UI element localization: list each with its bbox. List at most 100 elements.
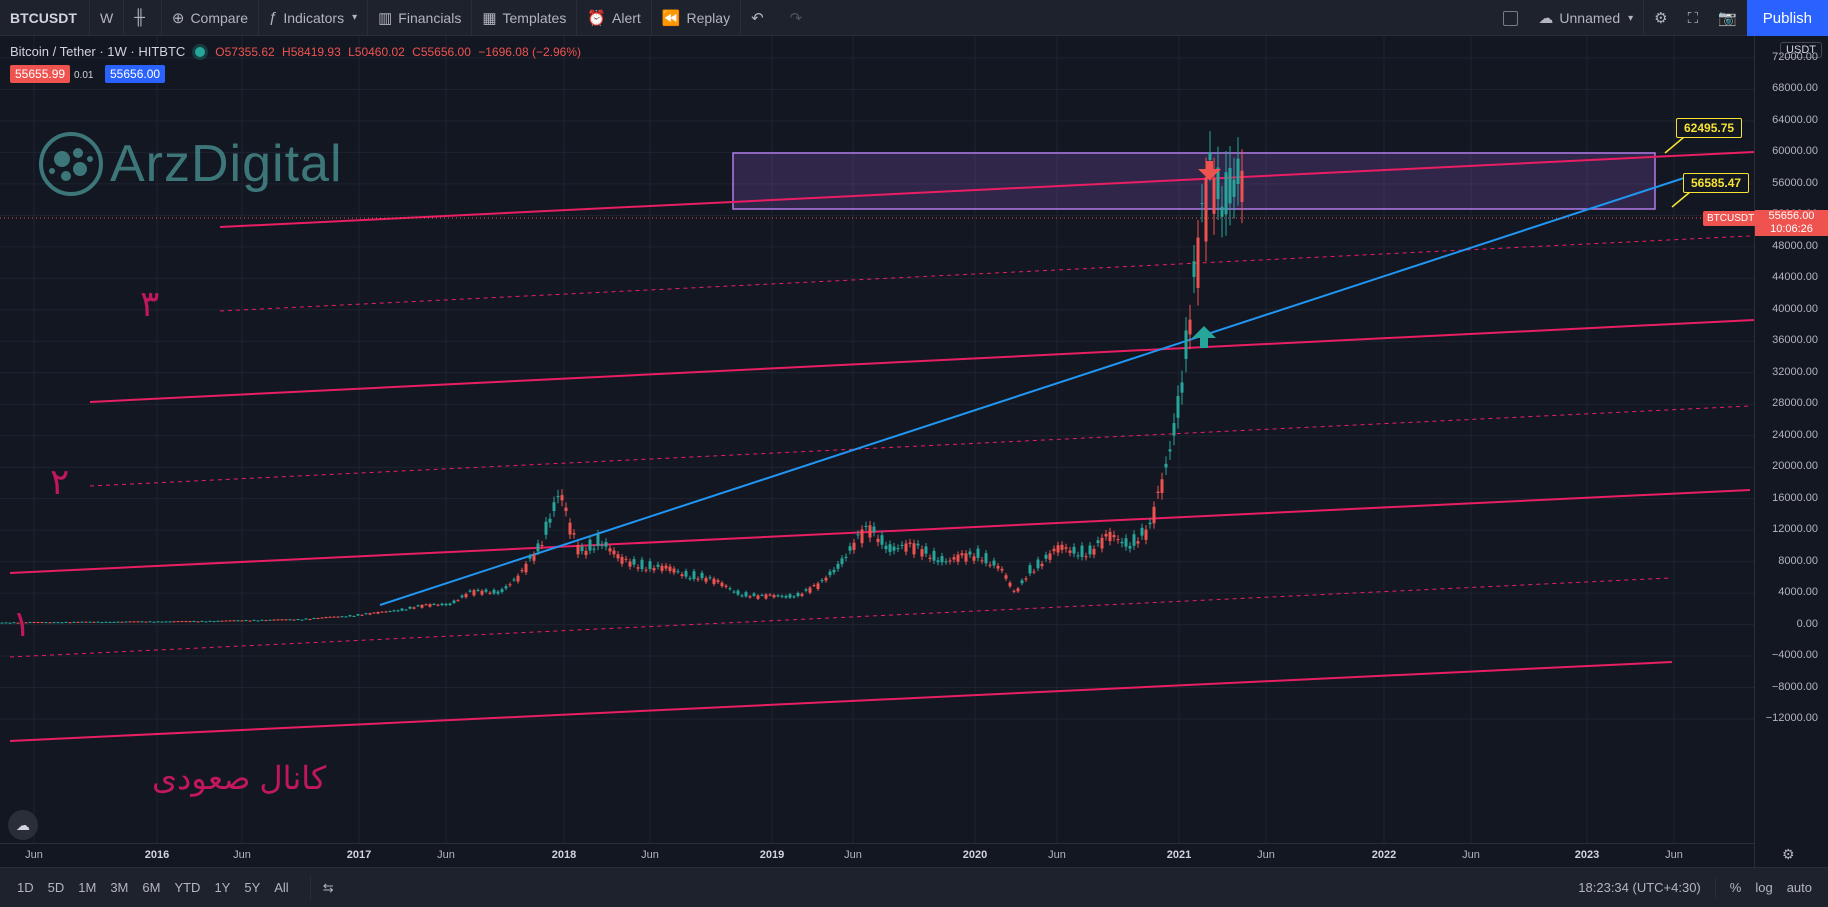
candle-body	[732, 591, 736, 593]
layout-checkbox[interactable]	[1493, 0, 1528, 36]
timeframe-button-6m[interactable]: 6M	[142, 880, 161, 895]
compare-button[interactable]: ⊕ Compare	[162, 0, 260, 36]
candle-body	[656, 564, 660, 567]
candle-body	[408, 606, 412, 609]
candle-body	[1196, 237, 1200, 288]
timeframe-button-1m[interactable]: 1M	[78, 880, 97, 895]
time-tick-label: Jun	[25, 849, 43, 861]
market-status-icon[interactable]	[195, 46, 206, 57]
candle-body	[988, 564, 992, 566]
candle-body	[604, 542, 608, 547]
resistance-zone-rectangle[interactable]	[732, 152, 1656, 210]
channel-line-3[interactable]	[89, 319, 1754, 403]
candle-body	[292, 619, 296, 621]
templates-button[interactable]: ▦ Templates	[472, 0, 578, 36]
publish-button[interactable]: Publish	[1746, 0, 1828, 36]
candle-body	[1080, 545, 1084, 557]
candle-body	[908, 542, 912, 544]
bid-price-button[interactable]: 55655.99	[10, 65, 71, 83]
channel-line-top[interactable]	[219, 151, 1754, 228]
settings-button[interactable]: ⚙	[1644, 0, 1677, 36]
ask-price-button[interactable]: 55656.00	[105, 65, 166, 83]
price-tick-label: 60000.00	[1772, 145, 1818, 158]
snapshot-button[interactable]: 📷	[1708, 0, 1747, 36]
channel-label[interactable]: کانال صعودی	[152, 760, 327, 796]
timeframe-button-5y[interactable]: 5Y	[244, 880, 261, 895]
undo-button[interactable]: ↶	[741, 0, 780, 36]
candle-body	[28, 622, 32, 624]
timeframe-button-all[interactable]: All	[274, 880, 289, 895]
candle-body	[512, 579, 516, 581]
up-arrow-marker[interactable]	[1192, 326, 1216, 348]
candle-body	[776, 595, 780, 597]
zone-label-1[interactable]: ۱	[12, 603, 32, 644]
financials-button[interactable]: ▥ Financials	[368, 0, 473, 36]
alert-button[interactable]: ⏰ Alert	[577, 0, 652, 36]
channel-line-bottom[interactable]	[9, 661, 1673, 742]
candle-body	[1048, 553, 1052, 560]
callout-trend-price[interactable]: 56585.47	[1683, 173, 1750, 193]
candle-body	[260, 619, 264, 621]
legend-change: −1696.08 (−2.96%)	[478, 44, 581, 59]
percent-scale-toggle[interactable]: %	[1729, 880, 1742, 895]
fullscreen-button[interactable]: ⛶	[1678, 0, 1709, 36]
candle-body	[780, 595, 784, 597]
date-range-button[interactable]: ⇆	[309, 875, 334, 900]
chart-type-button[interactable]: ╫	[124, 0, 162, 36]
candle-body	[1016, 588, 1020, 592]
candle-body	[620, 557, 624, 564]
timeframe-button-3m[interactable]: 3M	[110, 880, 129, 895]
log-scale-toggle[interactable]: log	[1755, 880, 1773, 895]
candle-body	[552, 502, 556, 511]
timeframe-button-ytd[interactable]: YTD	[174, 880, 201, 895]
auto-scale-toggle[interactable]: auto	[1786, 880, 1812, 895]
candle-body	[212, 621, 216, 623]
axis-settings-button[interactable]: ⚙	[1782, 846, 1795, 863]
time-tick-label: Jun	[1048, 849, 1066, 861]
candle-body	[308, 619, 312, 621]
candle-body	[256, 620, 260, 622]
candle-body	[96, 621, 100, 623]
zone-label-3[interactable]: ۳	[140, 283, 160, 324]
channel-midline-2[interactable]	[89, 405, 1751, 487]
chart-pane[interactable]: ArzDigital ۳ ۲ ۱ کانال صعودی 62495.75 56…	[0, 36, 1754, 867]
candle-body	[548, 518, 552, 523]
callout-high-price[interactable]: 62495.75	[1676, 118, 1743, 138]
watermark-text: ArzDigital	[110, 135, 343, 193]
candle-body	[1160, 479, 1164, 494]
currency-label[interactable]: USDT	[1780, 42, 1822, 58]
channel-midline-1[interactable]	[9, 577, 1671, 658]
redo-button[interactable]: ↷	[780, 0, 819, 36]
layout-name-button[interactable]: ☁ Unnamed ▾	[1528, 0, 1645, 36]
clock-label[interactable]: 18:23:34 (UTC+4:30)	[1578, 880, 1701, 895]
rewind-icon: ⏪	[661, 9, 681, 27]
tradingview-logo-button[interactable]: ☁	[8, 810, 38, 840]
candle-body	[740, 595, 744, 597]
symbol-search-button[interactable]: BTCUSDT	[0, 0, 90, 36]
down-arrow-marker[interactable]	[1198, 161, 1221, 180]
candle-body	[272, 619, 276, 621]
price-axis[interactable]: USDT 72000.00 68000.00 64000.00 60000.00 560…	[1754, 36, 1828, 867]
timeframe-buttons: 1D 5D 1M 3M 6M YTD 1Y 5Y All	[0, 880, 296, 895]
trend-line[interactable]	[379, 175, 1691, 606]
channel-line-2[interactable]	[9, 489, 1751, 574]
zone-label-2[interactable]: ۲	[50, 461, 70, 502]
candle-body	[896, 548, 900, 550]
time-tick-label: 2020	[962, 849, 988, 861]
candle-body	[724, 585, 728, 587]
candle-body	[316, 618, 320, 620]
time-tick-label: Jun	[437, 849, 455, 861]
time-axis[interactable]: Jun 2016 Jun 2017 Jun 2018 Jun 2019 Jun 2020 Jun 20…	[0, 843, 1754, 868]
candle-body	[892, 546, 896, 551]
candle-body	[384, 611, 388, 613]
legend-title[interactable]: Bitcoin / Tether · 1W · HITBTC	[10, 44, 186, 59]
candle-body	[480, 590, 484, 595]
replay-button[interactable]: ⏪ Replay	[652, 0, 742, 36]
timeframe-button-1y[interactable]: 1Y	[214, 880, 231, 895]
indicators-button[interactable]: ƒ Indicators ▾	[259, 0, 369, 36]
timeframe-button-1d[interactable]: 1D	[17, 880, 34, 895]
candle-body	[852, 542, 856, 550]
interval-button[interactable]: W	[90, 0, 125, 36]
bottom-toolbar: 1D 5D 1M 3M 6M YTD 1Y 5Y All ⇆ 18:23:34 (UTC+4:3…	[0, 867, 1828, 907]
timeframe-button-5d[interactable]: 5D	[47, 880, 65, 895]
